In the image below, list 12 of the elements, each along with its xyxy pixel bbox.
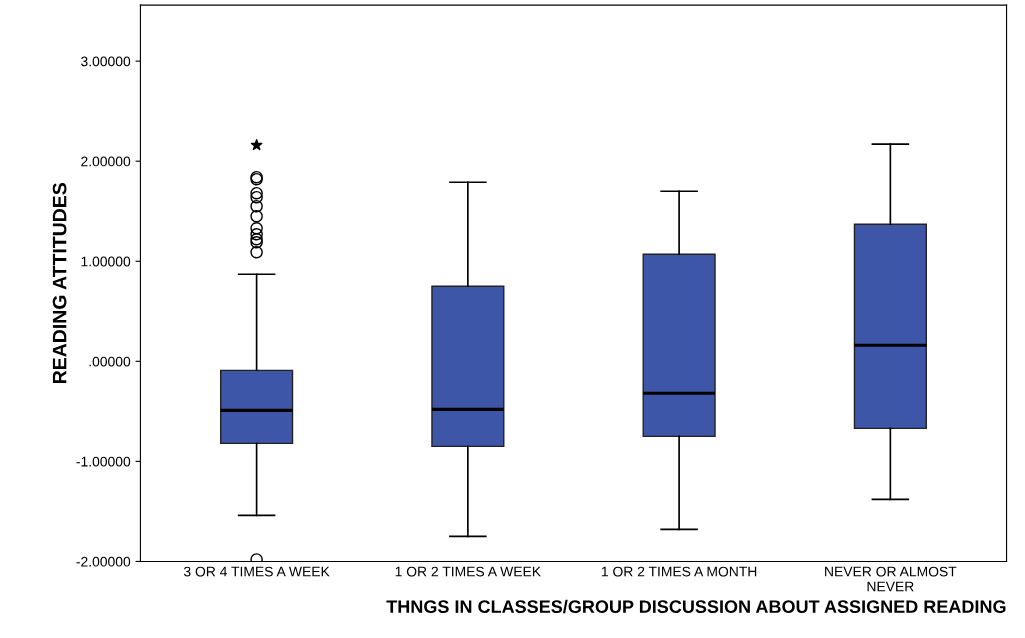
x-axis-title: THNGS IN CLASSES/GROUP DISCUSSION ABOUT ASSIGNED READING <box>386 599 1006 614</box>
y-tick-label: 3.00000 <box>81 56 131 67</box>
x-tick-label: 3 OR 4 TIMES A WEEK <box>183 566 330 577</box>
y-axis-title: READING ATTITUDES <box>52 183 67 383</box>
y-tick-label: -1.00000 <box>76 456 131 467</box>
y-tick-label: 2.00000 <box>81 156 131 167</box>
x-tick-label: 1 OR 2 TIMES A MONTH <box>601 566 757 577</box>
y-tick-label: -2.00000 <box>76 556 131 567</box>
y-tick-label: .00000 <box>89 356 131 367</box>
x-tick-label: NEVER OR ALMOST NEVER <box>825 566 957 592</box>
x-tick-label: 1 OR 2 TIMES A WEEK <box>395 566 541 577</box>
y-tick-label: 1.00000 <box>81 256 131 267</box>
